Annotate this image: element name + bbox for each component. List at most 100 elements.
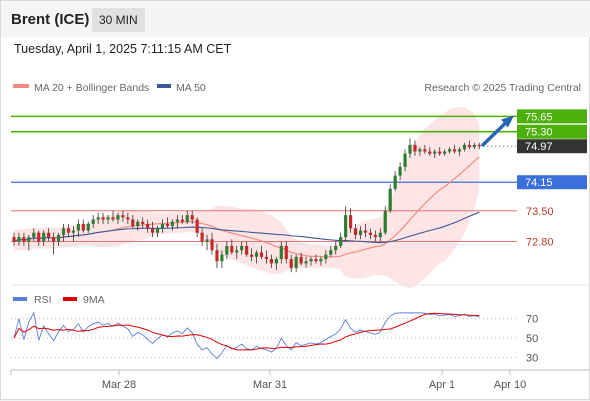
- candle-body: [180, 219, 184, 222]
- timeframe-button[interactable]: 30 MIN: [92, 8, 145, 32]
- candle-body: [91, 219, 95, 224]
- candle-body: [418, 149, 422, 152]
- candle-body: [185, 215, 189, 222]
- candle-body: [111, 217, 115, 220]
- candle-body: [254, 252, 259, 257]
- candle-body: [71, 230, 75, 233]
- rsi-pane: 30 50 70: [11, 311, 538, 364]
- candle-body: [160, 223, 165, 229]
- candle-body: [309, 259, 313, 262]
- candle-body: [37, 232, 41, 242]
- candle-body: [81, 223, 85, 231]
- candle-body: [269, 259, 273, 264]
- candle-body: [279, 245, 283, 260]
- candle-body: [205, 239, 209, 242]
- candle-body: [27, 237, 31, 242]
- candle-body: [76, 223, 80, 231]
- candle-body: [106, 217, 110, 220]
- candle-body: [393, 175, 397, 189]
- candle-body: [240, 245, 244, 251]
- price-levels: 75.65 75.30 74.97 74.15 73.50 72.80: [11, 109, 587, 248]
- candle-body: [408, 144, 412, 154]
- candles: [12, 138, 481, 273]
- candle-body: [477, 144, 481, 147]
- candle-body: [195, 219, 199, 233]
- candle-body: [413, 144, 417, 152]
- candle-body: [131, 219, 135, 227]
- candle-body: [225, 245, 229, 255]
- candle-body: [462, 144, 467, 150]
- candle-body: [378, 232, 382, 238]
- header-bar: Brent (ICE) 30 MIN: [1, 1, 590, 37]
- candle-body: [42, 232, 46, 242]
- copyright-text: Research © 2025 Trading Central: [424, 82, 581, 94]
- rsi-ma-legend-label: 9MA: [83, 294, 105, 306]
- candle-body: [32, 232, 36, 238]
- candle-body: [151, 228, 155, 233]
- candle-body: [47, 232, 51, 238]
- rsi-ma-legend-swatch: [63, 297, 77, 301]
- target-label: 75.65: [525, 111, 553, 123]
- candle-body: [344, 215, 348, 238]
- candle-body: [329, 250, 333, 255]
- candle-body: [383, 210, 387, 233]
- x-tick-label: Apr 1: [429, 379, 455, 391]
- candle-body: [165, 223, 170, 227]
- candle-body: [126, 217, 130, 220]
- ma20-legend-label: MA 20 + Bollinger Bands: [34, 82, 149, 94]
- candle-body: [264, 256, 269, 260]
- support-label: 73.50: [526, 206, 554, 218]
- candle-body: [259, 252, 264, 257]
- rsi-legend-swatch: [13, 297, 27, 301]
- candle-body: [200, 232, 204, 242]
- candle-body: [52, 237, 56, 242]
- candle-body: [319, 259, 323, 262]
- candle-body: [403, 153, 407, 167]
- candle-body: [250, 254, 254, 257]
- target-tag: [517, 109, 587, 124]
- candle-body: [289, 259, 293, 268]
- candle-body: [190, 215, 194, 220]
- last-price-tag: [517, 139, 587, 154]
- ma50-legend-swatch: [157, 84, 171, 88]
- candle-body: [12, 237, 16, 242]
- candle-body: [467, 144, 471, 148]
- x-tick-label: Mar 31: [253, 379, 287, 391]
- candle-body: [472, 144, 476, 148]
- candle-body: [457, 149, 462, 152]
- candle-body: [324, 254, 328, 260]
- candle-body: [373, 234, 377, 238]
- candle-body: [116, 215, 120, 220]
- candle-body: [141, 221, 145, 224]
- candle-body: [304, 261, 308, 264]
- candle-body: [121, 215, 125, 218]
- candle-body: [452, 149, 457, 152]
- rsi-legend-label: RSI: [34, 294, 52, 306]
- candle-body: [175, 219, 179, 222]
- candle-body: [101, 217, 105, 220]
- candle-body: [215, 250, 219, 262]
- target-arrow: [481, 115, 514, 147]
- ma50-legend-label: MA 50: [176, 82, 206, 94]
- candle-body: [433, 151, 437, 154]
- timestamp: Tuesday, April 1, 2025 7:11:15 AM CET: [14, 42, 232, 56]
- bollinger-band-area: [14, 107, 480, 289]
- candle-body: [388, 188, 392, 211]
- candle-body: [96, 217, 100, 220]
- x-tick-label: Apr 10: [494, 379, 526, 391]
- x-axis-ticks: Mar 28 Mar 31 Apr 1 Apr 10: [10, 370, 526, 391]
- candle-body: [56, 234, 61, 242]
- support-label: 72.80: [526, 236, 554, 248]
- ma50-line: [13, 211, 480, 244]
- candle-body: [398, 166, 402, 176]
- rsi-tick-label: 30: [526, 352, 538, 364]
- rsi-tick-label: 70: [526, 314, 538, 326]
- candle-body: [428, 151, 432, 154]
- target-label: 75.30: [525, 127, 553, 139]
- candle-body: [86, 223, 90, 231]
- moving-averages: [13, 156, 480, 258]
- candle-body: [61, 228, 66, 235]
- candle-body: [155, 228, 160, 233]
